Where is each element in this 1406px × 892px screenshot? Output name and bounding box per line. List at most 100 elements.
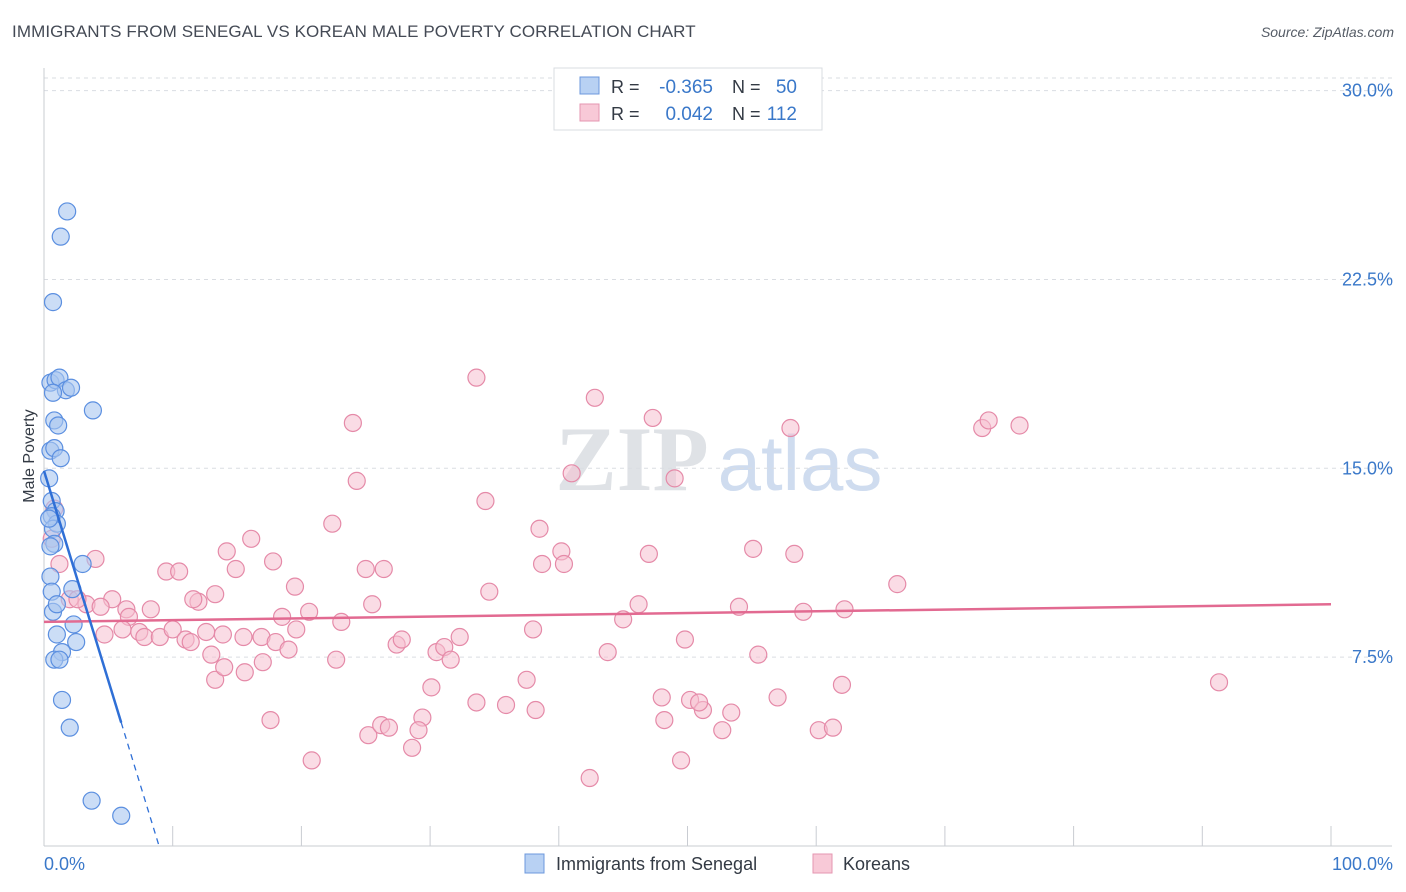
senegal-trend-line [42,470,123,723]
legend-r-label-korean: R = [611,104,640,124]
korean-point [629,595,648,614]
korean-point [202,645,221,664]
korean-point [476,491,495,511]
korean-point [242,529,261,548]
korean-point [832,675,852,694]
senegal-point [50,650,69,669]
korean-point [91,597,110,616]
senegal-point [43,293,63,312]
korean-point [441,650,460,669]
korean-point [235,663,254,682]
korean-point [639,544,658,564]
korean-point [655,710,674,730]
korean-point [554,554,574,574]
korean-point [467,368,486,387]
korean-point [95,625,114,644]
korean-point [671,751,691,770]
legend-r-label-senegal: R = [611,77,640,97]
series-legend-swatch-senegal[interactable] [524,853,545,874]
korean-point [374,559,393,579]
korean-point [285,577,305,596]
senegal-point [51,449,70,468]
korean-point [835,600,854,619]
legend-n-value-senegal: 50 [776,77,797,98]
korean-point [50,554,69,574]
korean-point [184,590,203,609]
trend-lines [42,470,1332,849]
senegal-point [83,401,103,420]
senegal-point [40,509,59,528]
senegal-point [41,537,60,556]
korean-point [263,552,283,571]
y-tick-label: 22.5% [1342,269,1393,289]
y-axis-label: Male Poverty [21,409,38,502]
korean-point [781,418,800,438]
korean-point [526,700,545,720]
korean-point [359,726,378,745]
korean-point [343,413,362,433]
watermark-atlas: atlas [718,419,883,507]
korean-point [213,625,232,644]
korean-point [379,718,399,737]
senegal-point [51,227,70,246]
korean-point [113,620,132,639]
series-legend-label-korean[interactable]: Koreans [843,854,910,874]
grid-lines [44,77,1392,658]
korean-point [363,595,382,614]
senegal-point [61,378,81,397]
korean-point [181,632,200,652]
y-tick-label: 15.0% [1342,458,1393,478]
korean-point [523,620,543,639]
korean-point [643,408,662,428]
korean-point [598,643,617,662]
senegal-point [112,806,131,825]
series-legend-swatch-korean[interactable] [812,853,833,874]
legend-r-value-senegal: -0.365 [659,77,713,98]
series-legend-label-senegal[interactable]: Immigrants from Senegal [556,854,757,874]
korean-point [467,693,486,712]
senegal-points [40,202,131,825]
korean-point [729,597,749,616]
korean-point [749,645,768,664]
korean-point [496,695,516,715]
korean-point [234,627,253,647]
korean-trend-line [43,603,1332,624]
senegal-point [64,615,83,634]
korean-point [332,612,351,631]
korean-point [422,678,441,697]
korean-point [665,469,684,488]
chart-title: IMMIGRANTS FROM SENEGAL VS KOREAN MALE P… [12,22,696,41]
korean-point [675,630,695,649]
korean-point [562,464,581,483]
korean-point [206,585,225,604]
korean-point [530,519,549,538]
korean-point [450,627,469,647]
legend-n-label-senegal: N = [732,77,761,97]
korean-point [689,693,709,712]
legend-n-value-korean: 112 [767,104,797,125]
senegal-point [82,791,101,810]
korean-point [652,688,671,707]
korean-point [206,670,225,689]
korean-point [141,600,160,619]
axes: 7.5% 15.0% 22.5% 30.0% 0.0% 100.0% [43,68,1393,874]
correlation-legend: R = -0.365 N = 50 R = 0.042 N = 112 [553,67,823,131]
senegal-point [41,567,60,586]
korean-point [1209,673,1229,692]
senegal-trend-extension [120,722,161,849]
senegal-point [49,416,68,435]
korean-point [585,388,604,407]
korean-point [744,539,763,558]
senegal-point [73,554,92,574]
legend-n-label-korean: N = [732,104,761,124]
korean-point [580,768,599,788]
korean-point [532,554,552,574]
korean-point [823,718,843,737]
chart-source: Source: ZipAtlas.com [1260,24,1394,40]
korean-point [300,602,319,621]
senegal-point [58,202,77,221]
legend-swatch-senegal [579,76,600,95]
senegal-point [67,632,86,652]
korean-point [785,544,804,564]
